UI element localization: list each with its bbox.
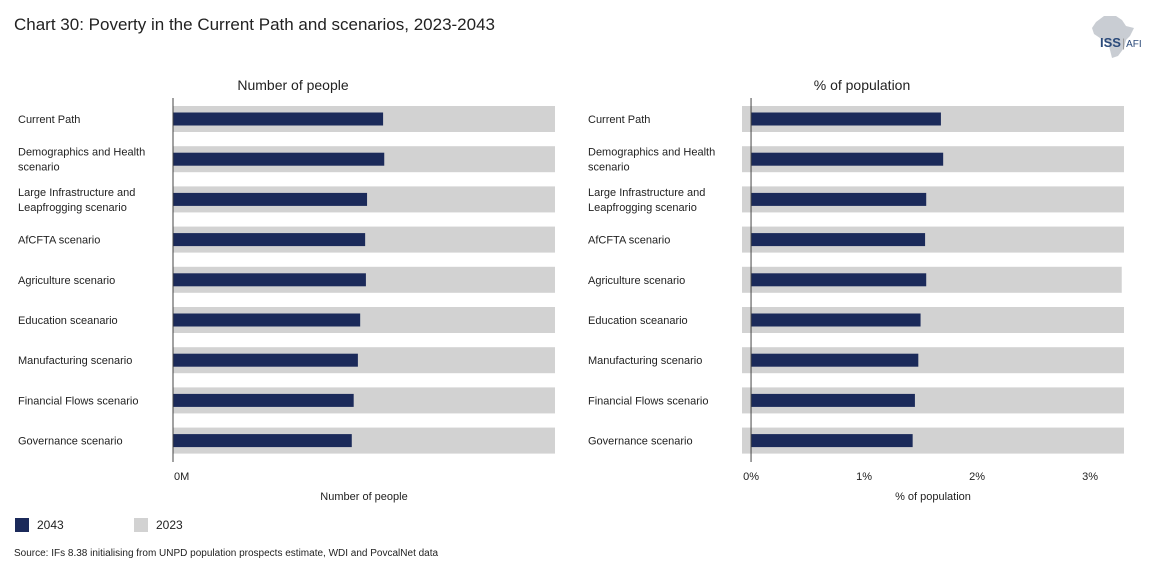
legend-label-2043: 2043 (37, 518, 64, 532)
panel2-bar-2043-financial-flows-scenario (751, 393, 915, 407)
panel2-bar-2043-large-infrastructure-and-leapfrogging-scenario (751, 192, 927, 206)
panel1-category-label: Financial Flows scenario (18, 395, 138, 407)
panel2-tick-label: 1% (856, 471, 872, 483)
panel2-category-label: Financial Flows scenario (588, 395, 708, 407)
legend-item-2023: 2023 (134, 518, 183, 532)
panel1-bar-2043-large-infrastructure-and-leapfrogging-scenario (173, 192, 368, 206)
panel2-title: % of population (814, 77, 911, 93)
panel2-tick-label: 3% (1082, 471, 1098, 483)
panel1-bar-2043-education-sceanario (173, 313, 361, 327)
legend-item-2043: 2043 (15, 518, 64, 532)
panel2-xlabel: % of population (895, 491, 971, 503)
legend-swatch-2043 (15, 518, 29, 532)
panel2-bar-2043-agriculture-scenario (751, 273, 927, 287)
panel2-category-label: Large Infrastructure and Leapfrogging sce… (588, 187, 705, 214)
panel1-tick-label: 0M (174, 471, 189, 483)
panel1-category-label: Governance scenario (18, 436, 123, 448)
panel2-bar-2043-current-path (751, 112, 941, 126)
panel1-bar-2043-demographics-and-health-scenario (173, 152, 385, 166)
panel1-category-label: Large Infrastructure and Leapfrogging sce… (18, 187, 135, 214)
panel1-category-label: Manufacturing scenario (18, 355, 132, 367)
panel2-category-label: Demographics and Health scenario (588, 147, 715, 174)
panel1-category-label: AfCFTA scenario (18, 235, 100, 247)
panel2-bar-2043-education-sceanario (751, 313, 921, 327)
panel1-bar-2043-afcfta-scenario (173, 233, 366, 247)
panel1-title: Number of people (237, 77, 349, 93)
panel1-category-label: Education sceanario (18, 315, 118, 327)
chart-title: Chart 30: Poverty in the Current Path an… (14, 15, 496, 34)
iss-afi-logo: ISS|AFI (1100, 35, 1142, 50)
legend-label-2023: 2023 (156, 518, 183, 532)
panel2-bar-2043-afcfta-scenario (751, 233, 926, 247)
africa-map-icon (1092, 16, 1134, 58)
panel2-category-label: AfCFTA scenario (588, 235, 670, 247)
panel1-bar-2043-financial-flows-scenario (173, 393, 354, 407)
panel2-bar-2043-governance-scenario (751, 434, 913, 448)
panel2-category-label: Current Path (588, 114, 650, 126)
logo-sub-text: AFI (1126, 39, 1142, 50)
panel2-bar-2043-demographics-and-health-scenario (751, 152, 944, 166)
panel2-tick-label: 2% (969, 471, 985, 483)
panel1-bar-2043-agriculture-scenario (173, 273, 366, 287)
panel2-category-label: Education sceanario (588, 315, 688, 327)
panel2-category-label: Governance scenario (588, 436, 693, 448)
panel1-bar-2043-governance-scenario (173, 434, 352, 448)
logo-main-text: ISS (1100, 35, 1121, 50)
panel1-category-label: Current Path (18, 114, 80, 126)
panel1-category-label: Demographics and Health scenario (18, 147, 145, 174)
panel1-bar-2043-manufacturing-scenario (173, 353, 358, 367)
panel1-category-label: Agriculture scenario (18, 275, 115, 287)
legend-swatch-2023 (134, 518, 148, 532)
panel2-tick-label: 0% (743, 471, 759, 483)
panel1-xlabel: Number of people (320, 491, 407, 503)
panel1-bar-2043-current-path (173, 112, 384, 126)
panel2-category-label: Manufacturing scenario (588, 355, 702, 367)
panel2-category-label: Agriculture scenario (588, 275, 685, 287)
source-note: Source: IFs 8.38 initialising from UNPD … (14, 548, 439, 559)
panel2-bar-2043-manufacturing-scenario (751, 353, 919, 367)
